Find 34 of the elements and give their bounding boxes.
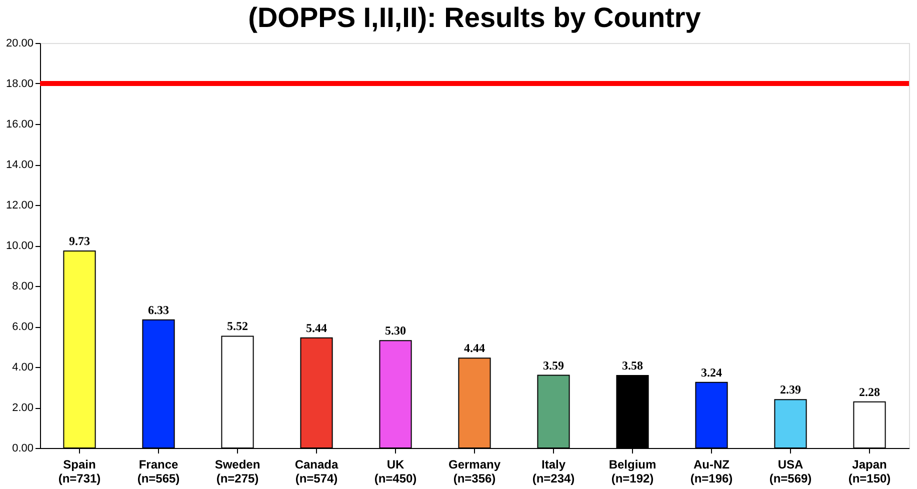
- x-tick-label: USA (n=569): [769, 458, 812, 486]
- y-tick-label: 6.00: [12, 321, 34, 333]
- data-label: 9.73: [69, 234, 90, 248]
- x-tick-label: Japan (n=150): [848, 458, 891, 486]
- x-tick-label: France (n=565): [137, 458, 180, 486]
- x-tick-label: Germany (n=356): [448, 458, 501, 486]
- data-label: 5.52: [227, 319, 248, 334]
- data-label: 5.30: [385, 324, 406, 338]
- data-label: 4.44: [464, 341, 485, 356]
- y-tick-label: 0.00: [12, 442, 34, 454]
- x-tick-label: Spain (n=731): [58, 458, 101, 486]
- y-tick-label: 14.00: [6, 159, 34, 171]
- data-label: 3.59: [543, 358, 564, 372]
- y-tick-label: 20.00: [6, 38, 34, 50]
- y-tick-label: 8.00: [12, 280, 34, 292]
- x-tick-label: Italy (n=234): [532, 458, 575, 486]
- y-tick-label: 18.00: [6, 78, 34, 90]
- data-label: 6.33: [148, 302, 169, 317]
- data-label: 5.44: [306, 320, 327, 335]
- data-label: 2.39: [780, 382, 801, 397]
- y-tick-label: 12.00: [6, 200, 34, 212]
- x-tick-label: Canada (n=574): [294, 458, 338, 486]
- y-tick-label: 4.00: [12, 362, 34, 374]
- x-tick-label: Belgium (n=192): [608, 458, 656, 486]
- data-label: 3.24: [701, 365, 722, 380]
- x-tick-label: UK (n=450): [374, 458, 417, 486]
- y-tick-label: 16.00: [6, 118, 34, 130]
- x-tick-label: Sweden (n=275): [214, 458, 260, 486]
- y-tick-label: 2.00: [12, 402, 34, 414]
- x-tick-label: Au-NZ (n=196): [690, 458, 733, 486]
- data-label: 2.28: [859, 384, 880, 399]
- chart-title: (DOPPS I,II,II): Results by Country: [248, 2, 702, 33]
- y-tick-label: 10.00: [6, 240, 34, 252]
- data-label: 3.58: [622, 358, 643, 373]
